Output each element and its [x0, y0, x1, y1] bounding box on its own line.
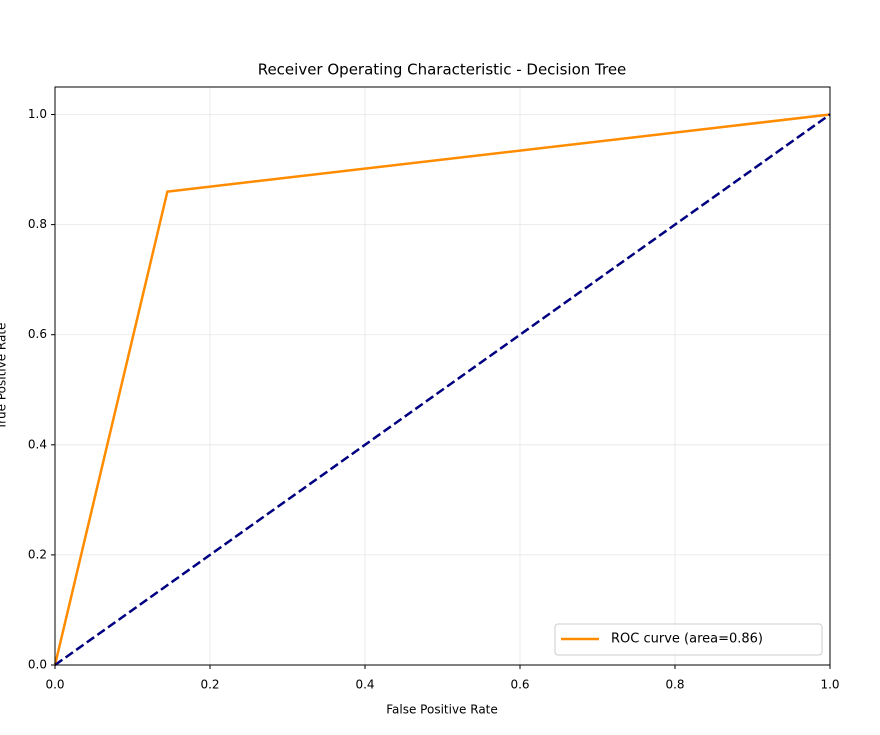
x-axis-label: False Positive Rate — [386, 703, 498, 717]
y-tick-label: 0.6 — [28, 327, 47, 341]
x-tick-label: 0.4 — [355, 678, 374, 692]
y-axis-label: True Positive Rate — [0, 323, 9, 431]
plot-frame — [54, 86, 831, 666]
x-tick-label: 0.6 — [510, 678, 529, 692]
line-series — [54, 113, 831, 667]
y-tick-label: 0.4 — [28, 437, 47, 451]
legend-label: ROC curve (area=0.86) — [611, 632, 763, 647]
chart-title: Receiver Operating Characteristic - Deci… — [258, 61, 627, 79]
x-tick-label: 0.0 — [45, 678, 64, 692]
x-tick-label: 1.0 — [820, 678, 839, 692]
x-tick-label: 0.8 — [665, 678, 684, 692]
x-tick-label: 0.2 — [200, 678, 219, 692]
y-tick-label: 0.0 — [28, 658, 47, 672]
y-tick-label: 0.2 — [28, 547, 47, 561]
line-series — [53, 113, 831, 666]
y-tick-label: 1.0 — [28, 107, 47, 121]
y-tick-label: 0.8 — [28, 217, 47, 231]
legend-box — [554, 623, 823, 656]
